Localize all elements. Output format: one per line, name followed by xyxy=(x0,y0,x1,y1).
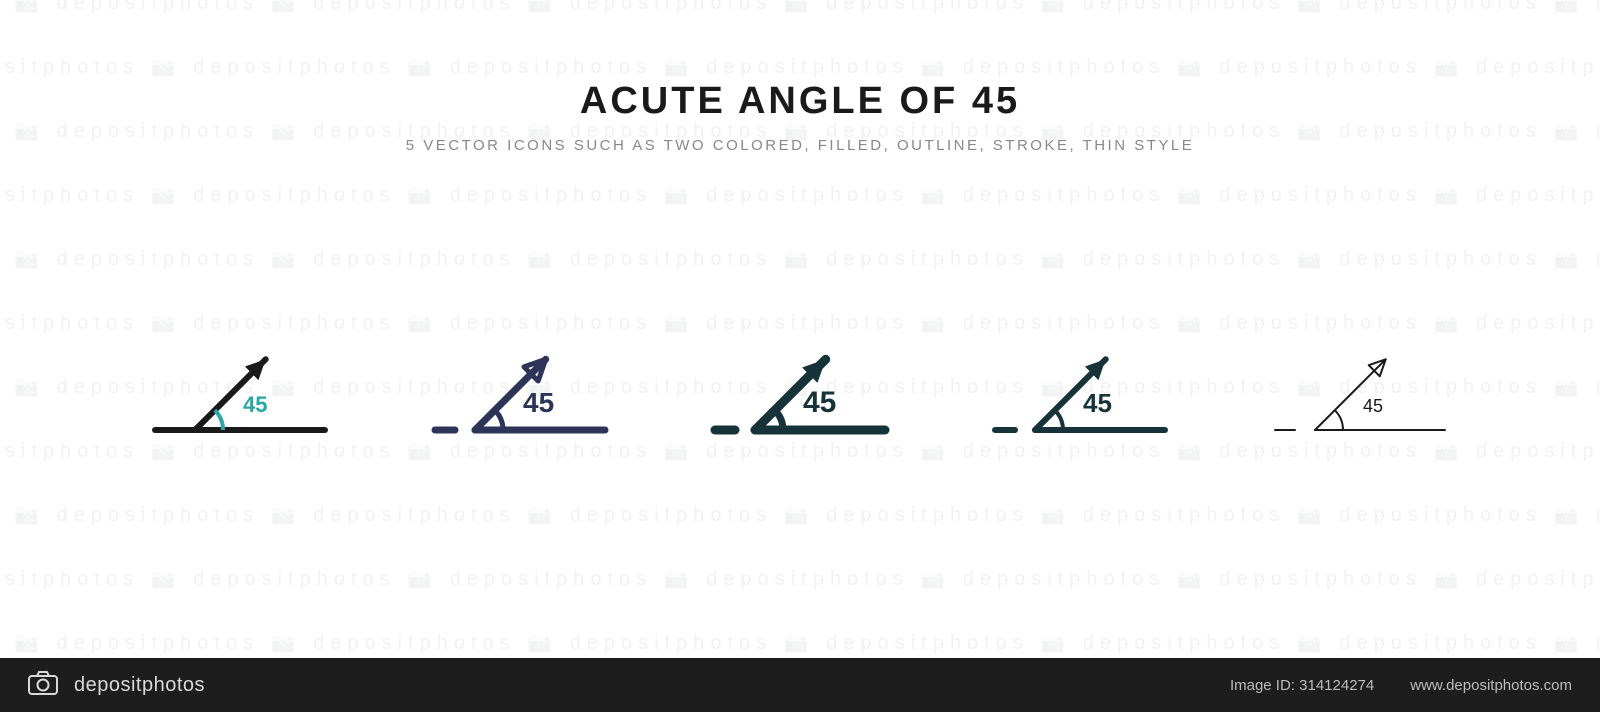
page-subtitle: 5 VECTOR ICONS SUCH AS TWO COLORED, FILL… xyxy=(0,137,1600,154)
footer-brand-text: depositphotos xyxy=(74,674,205,697)
svg-text:45: 45 xyxy=(803,386,836,419)
angle-45-icon: 45 xyxy=(420,310,620,470)
footer-left: depositphotos xyxy=(28,671,205,700)
svg-text:45: 45 xyxy=(1363,396,1383,416)
angle-45-icon: 45 xyxy=(980,310,1180,470)
page-title: ACUTE ANGLE OF 45 xyxy=(0,80,1600,123)
footer-right: Image ID: 314124274 www.depositphotos.co… xyxy=(1230,677,1572,694)
angle-45-icon: 45 xyxy=(140,310,340,470)
svg-text:45: 45 xyxy=(243,392,267,417)
camera-icon xyxy=(28,671,58,700)
footer-url: www.depositphotos.com xyxy=(1410,677,1572,694)
angle-45-icon: 45 xyxy=(700,310,900,470)
svg-text:45: 45 xyxy=(523,387,554,418)
footer-bar: depositphotos Image ID: 314124274 www.de… xyxy=(0,658,1600,712)
footer-image-id: Image ID: 314124274 xyxy=(1230,677,1374,694)
stock-image-canvas: depositphotos 📷 depositphotos 📷 depositp… xyxy=(0,0,1600,712)
svg-text:45: 45 xyxy=(1083,388,1112,418)
angle-45-icon: 45 xyxy=(1260,310,1460,470)
icon-row: 45 45 45 45 45 xyxy=(0,310,1600,470)
header-block: ACUTE ANGLE OF 45 5 VECTOR ICONS SUCH AS… xyxy=(0,80,1600,154)
